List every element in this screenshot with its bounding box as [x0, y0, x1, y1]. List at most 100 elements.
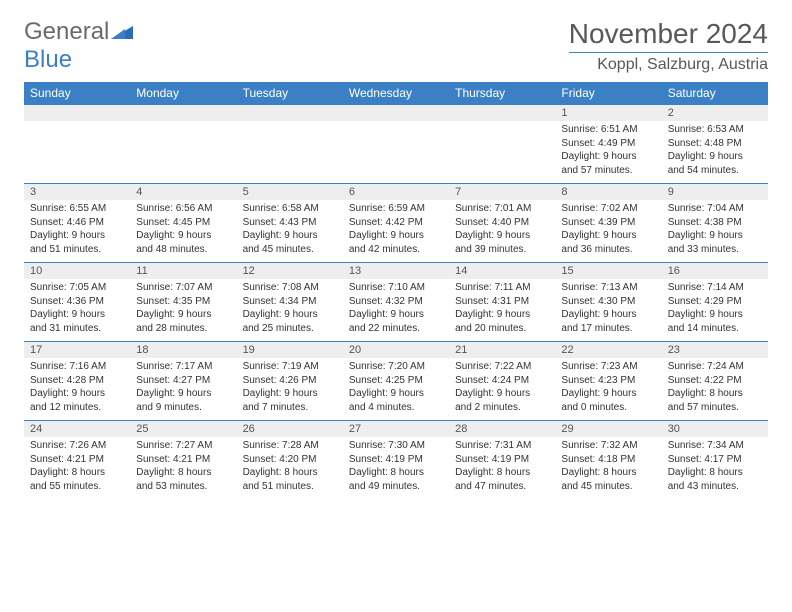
- day-number-cell: 18: [130, 342, 236, 359]
- day-number: 27: [349, 423, 361, 435]
- day-info-line: Sunrise: 7:22 AM: [455, 360, 549, 374]
- calendar-body: 12Sunrise: 6:51 AMSunset: 4:49 PMDayligh…: [24, 105, 768, 500]
- day-info-line: Sunrise: 7:34 AM: [668, 439, 762, 453]
- day-number: 1: [561, 107, 567, 119]
- day-info-line: and 45 minutes.: [561, 480, 655, 494]
- day-info-line: Sunset: 4:26 PM: [243, 374, 337, 388]
- day-data-cell: Sunrise: 7:02 AMSunset: 4:39 PMDaylight:…: [555, 200, 661, 263]
- day-number-cell: 21: [449, 342, 555, 359]
- day-number: 8: [561, 186, 567, 198]
- day-info-line: Daylight: 9 hours: [349, 229, 443, 243]
- day-info-line: Sunset: 4:19 PM: [349, 453, 443, 467]
- day-info-line: Daylight: 9 hours: [349, 387, 443, 401]
- day-info-line: Sunrise: 6:58 AM: [243, 202, 337, 216]
- weekday-header: Saturday: [662, 82, 768, 105]
- day-number: 17: [30, 344, 42, 356]
- day-number-cell: 10: [24, 263, 130, 280]
- day-info-line: Sunset: 4:19 PM: [455, 453, 549, 467]
- day-number-cell: 17: [24, 342, 130, 359]
- day-info-line: Sunrise: 7:04 AM: [668, 202, 762, 216]
- day-data-cell: Sunrise: 7:30 AMSunset: 4:19 PMDaylight:…: [343, 437, 449, 499]
- day-info-line: Sunset: 4:28 PM: [30, 374, 124, 388]
- day-number: 10: [30, 265, 42, 277]
- day-number-cell: 15: [555, 263, 661, 280]
- day-info-line: and 42 minutes.: [349, 243, 443, 257]
- day-number: 6: [349, 186, 355, 198]
- day-info-line: Sunrise: 7:07 AM: [136, 281, 230, 295]
- day-info-line: Sunrise: 7:20 AM: [349, 360, 443, 374]
- day-data-cell: Sunrise: 7:14 AMSunset: 4:29 PMDaylight:…: [662, 279, 768, 342]
- day-number-cell: [237, 105, 343, 122]
- day-number: 14: [455, 265, 467, 277]
- day-info-line: Daylight: 8 hours: [561, 466, 655, 480]
- day-number-cell: [449, 105, 555, 122]
- day-info-line: Sunrise: 7:32 AM: [561, 439, 655, 453]
- day-info-line: Sunrise: 7:30 AM: [349, 439, 443, 453]
- day-info-line: and 55 minutes.: [30, 480, 124, 494]
- day-info-line: Daylight: 9 hours: [561, 308, 655, 322]
- day-number-cell: [130, 105, 236, 122]
- day-info-line: Daylight: 9 hours: [30, 229, 124, 243]
- day-info-line: Sunset: 4:22 PM: [668, 374, 762, 388]
- day-info-line: Daylight: 9 hours: [30, 308, 124, 322]
- day-data-cell: Sunrise: 7:11 AMSunset: 4:31 PMDaylight:…: [449, 279, 555, 342]
- day-info-line: Sunrise: 7:26 AM: [30, 439, 124, 453]
- day-info-line: Sunset: 4:23 PM: [561, 374, 655, 388]
- day-number: 5: [243, 186, 249, 198]
- day-number-cell: 13: [343, 263, 449, 280]
- day-number: 12: [243, 265, 255, 277]
- day-number-cell: 14: [449, 263, 555, 280]
- day-info-line: Sunrise: 7:24 AM: [668, 360, 762, 374]
- day-number-cell: 7: [449, 184, 555, 201]
- day-number: 7: [455, 186, 461, 198]
- day-info-line: Sunrise: 7:23 AM: [561, 360, 655, 374]
- day-number: 16: [668, 265, 680, 277]
- day-number: 22: [561, 344, 573, 356]
- day-number-cell: 4: [130, 184, 236, 201]
- day-info-line: Daylight: 9 hours: [668, 308, 762, 322]
- day-data-cell: [449, 121, 555, 184]
- day-info-line: Sunset: 4:24 PM: [455, 374, 549, 388]
- day-data-cell: Sunrise: 7:08 AMSunset: 4:34 PMDaylight:…: [237, 279, 343, 342]
- day-data-cell: [130, 121, 236, 184]
- logo-text-blue: Blue: [24, 46, 72, 73]
- month-title: November 2024: [569, 18, 768, 50]
- day-info-line: and 57 minutes.: [668, 401, 762, 415]
- day-data-cell: Sunrise: 7:19 AMSunset: 4:26 PMDaylight:…: [237, 358, 343, 421]
- day-number-cell: 5: [237, 184, 343, 201]
- day-data-cell: Sunrise: 7:16 AMSunset: 4:28 PMDaylight:…: [24, 358, 130, 421]
- day-info-line: Sunrise: 7:05 AM: [30, 281, 124, 295]
- day-number-cell: 22: [555, 342, 661, 359]
- day-info-line: Daylight: 9 hours: [455, 387, 549, 401]
- day-info-line: and 57 minutes.: [561, 164, 655, 178]
- day-number: 19: [243, 344, 255, 356]
- day-info-line: and 2 minutes.: [455, 401, 549, 415]
- day-number: 23: [668, 344, 680, 356]
- day-info-line: and 0 minutes.: [561, 401, 655, 415]
- day-number: 2: [668, 107, 674, 119]
- day-info-line: and 14 minutes.: [668, 322, 762, 336]
- day-info-line: Daylight: 9 hours: [455, 308, 549, 322]
- day-info-line: Sunrise: 7:10 AM: [349, 281, 443, 295]
- logo-text-general: General: [24, 18, 109, 45]
- day-number-row: 24252627282930: [24, 421, 768, 438]
- day-number: 11: [136, 265, 147, 277]
- day-data-row: Sunrise: 6:51 AMSunset: 4:49 PMDaylight:…: [24, 121, 768, 184]
- day-info-line: Daylight: 8 hours: [243, 466, 337, 480]
- day-info-line: Sunrise: 6:53 AM: [668, 123, 762, 137]
- day-info-line: and 4 minutes.: [349, 401, 443, 415]
- day-data-cell: Sunrise: 6:55 AMSunset: 4:46 PMDaylight:…: [24, 200, 130, 263]
- day-number-row: 17181920212223: [24, 342, 768, 359]
- day-data-cell: Sunrise: 6:59 AMSunset: 4:42 PMDaylight:…: [343, 200, 449, 263]
- day-info-line: Sunrise: 7:17 AM: [136, 360, 230, 374]
- day-info-line: Daylight: 8 hours: [668, 387, 762, 401]
- day-number-cell: 25: [130, 421, 236, 438]
- day-number-row: 3456789: [24, 184, 768, 201]
- day-info-line: Sunset: 4:34 PM: [243, 295, 337, 309]
- day-info-line: and 45 minutes.: [243, 243, 337, 257]
- day-info-line: Sunset: 4:29 PM: [668, 295, 762, 309]
- day-info-line: and 33 minutes.: [668, 243, 762, 257]
- day-data-cell: Sunrise: 7:22 AMSunset: 4:24 PMDaylight:…: [449, 358, 555, 421]
- day-info-line: and 22 minutes.: [349, 322, 443, 336]
- day-info-line: Sunrise: 7:11 AM: [455, 281, 549, 295]
